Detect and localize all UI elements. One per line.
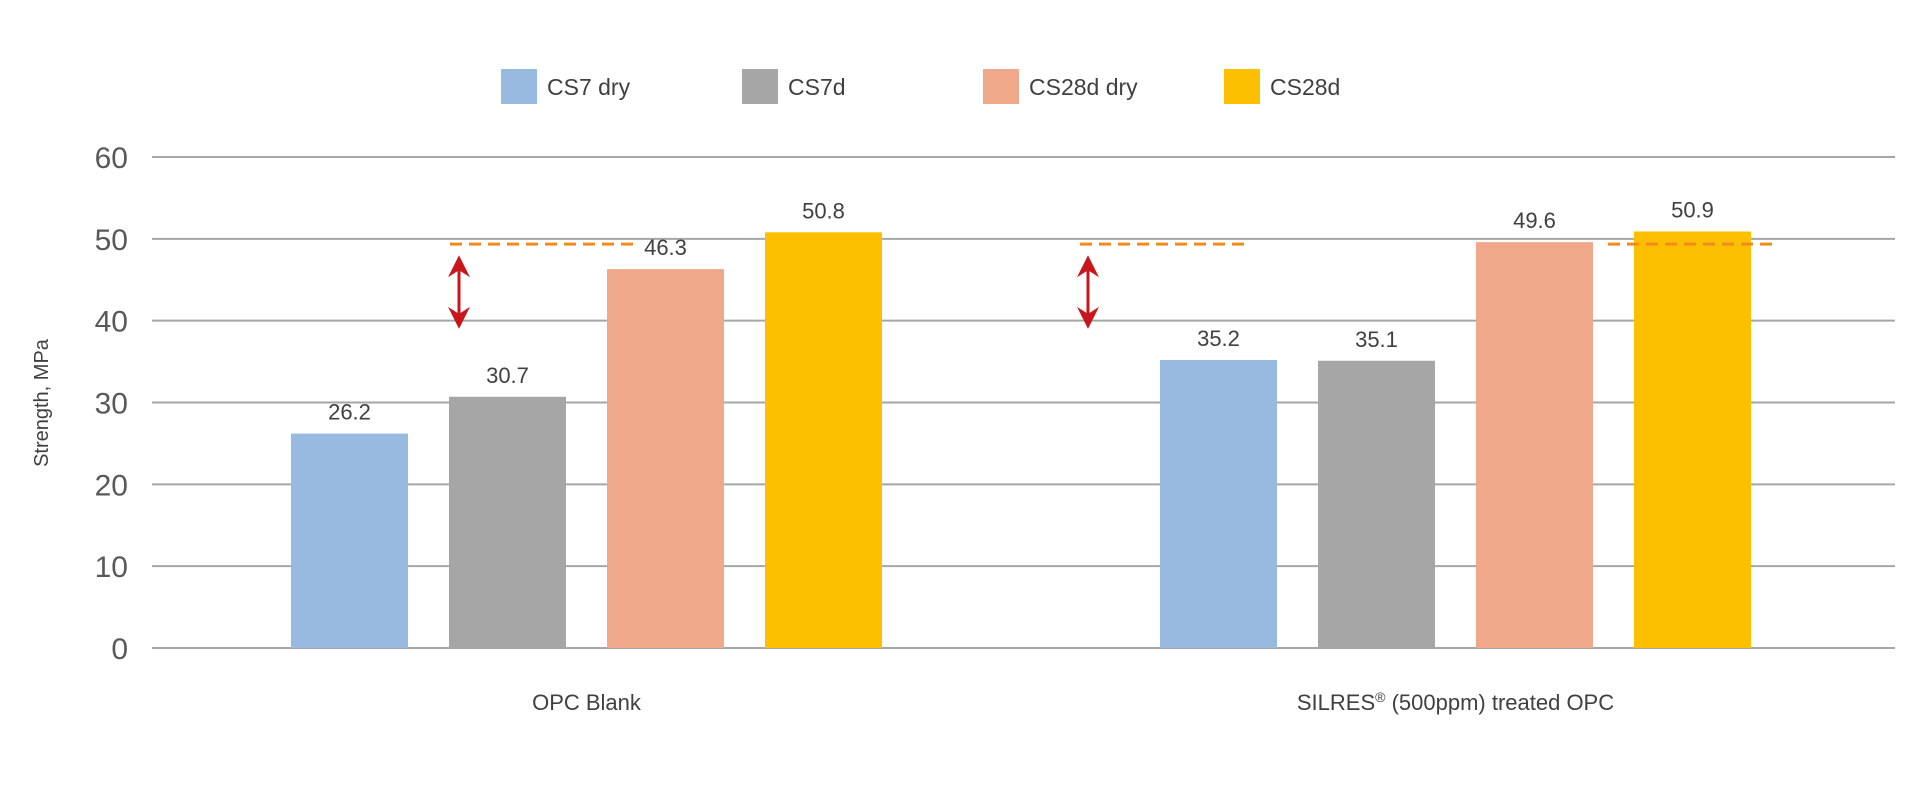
bar <box>1634 231 1751 649</box>
y-tick-label: 30 <box>95 388 128 421</box>
bar <box>291 433 408 648</box>
legend-item: CS28d dry <box>983 69 1138 104</box>
y-tick-label: 50 <box>95 224 128 257</box>
legend-label: CS28d <box>1270 74 1340 100</box>
x-category-label: OPC Blank <box>532 690 642 715</box>
bar <box>1476 242 1593 648</box>
data-label: 35.2 <box>1197 326 1240 351</box>
data-label: 50.9 <box>1671 197 1714 222</box>
x-category-label: SILRES® (500ppm) treated OPC <box>1297 689 1614 715</box>
data-label: 26.2 <box>328 400 371 425</box>
legend-swatch <box>983 69 1019 104</box>
bar <box>765 232 882 648</box>
y-tick-label: 0 <box>111 633 128 666</box>
data-label: 50.8 <box>802 198 845 223</box>
data-label: 49.6 <box>1513 208 1556 233</box>
y-tick-label: 10 <box>95 551 128 584</box>
y-axis-title: Strength, MPa <box>31 338 53 467</box>
gridlines <box>152 156 1895 649</box>
bar <box>607 269 724 648</box>
data-label: 46.3 <box>644 235 687 260</box>
bar <box>449 396 566 648</box>
legend-item: CS28d <box>1224 69 1340 104</box>
legend-swatch <box>742 69 778 104</box>
legend: CS7 dry CS7d CS28d dry CS28d <box>501 69 1340 104</box>
y-tick-label: 60 <box>95 142 128 175</box>
data-label: 35.1 <box>1355 327 1398 352</box>
legend-item: CS7d <box>742 69 846 104</box>
difference-arrows <box>448 255 1099 329</box>
legend-swatch <box>501 69 537 104</box>
data-labels: 26.2 30.7 46.3 50.8 35.2 35.1 49.6 50.9 <box>328 197 1714 424</box>
data-label: 30.7 <box>486 363 529 388</box>
legend-swatch <box>1224 69 1260 104</box>
legend-label: CS7d <box>788 74 846 100</box>
legend-label: CS7 dry <box>547 74 631 100</box>
y-tick-label: 20 <box>95 469 128 502</box>
y-axis-ticks: 0 10 20 30 40 50 60 <box>95 142 128 666</box>
bars <box>291 231 1751 649</box>
legend-label: CS28d dry <box>1029 74 1138 100</box>
bar <box>1318 360 1435 648</box>
double-arrow-icon <box>1077 255 1099 329</box>
y-tick-label: 40 <box>95 306 128 339</box>
bar <box>1160 359 1277 648</box>
double-arrow-icon <box>448 255 470 329</box>
x-axis-categories: OPC Blank SILRES® (500ppm) treated OPC <box>532 689 1614 715</box>
legend-item: CS7 dry <box>501 69 631 104</box>
